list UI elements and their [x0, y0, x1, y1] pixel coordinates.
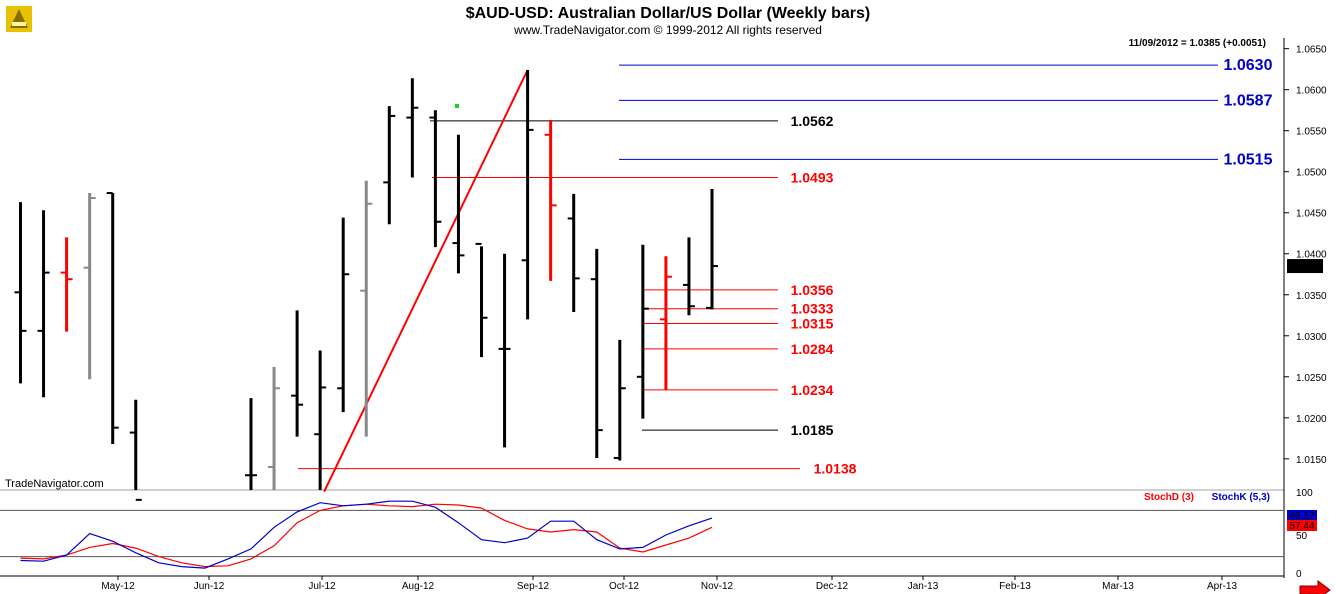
ohlc-bar [37, 210, 50, 398]
x-tick-label: Jul-12 [308, 581, 336, 592]
ohlc-bar [567, 193, 580, 312]
stoch-last-label: 57.44 [1289, 521, 1314, 532]
ohlc-bar [383, 106, 396, 225]
ohlc-bar [83, 193, 96, 380]
x-tick-label: Oct-12 [609, 581, 639, 592]
y-tick-label: 1.0300 [1296, 332, 1327, 343]
x-tick-label: Feb-13 [999, 581, 1031, 592]
y-tick-label: 1.0350 [1296, 291, 1327, 302]
ohlc-bar [106, 192, 119, 445]
signal-marker [455, 104, 459, 108]
y-tick-label: 1.0400 [1296, 250, 1327, 261]
y-tick-label: 1.0550 [1296, 127, 1327, 138]
ohlc-bar [521, 69, 534, 320]
stoch-y-tick-label: 50 [1296, 531, 1308, 542]
stochd-line [20, 503, 713, 568]
stoch-last-box [1287, 510, 1317, 521]
level-label-1-0493: 1.0493 [791, 169, 834, 185]
x-tick-label: Jan-13 [908, 581, 939, 592]
ohlc-bar [337, 217, 350, 413]
ohlc-bar [706, 188, 718, 310]
level-label-1-0630: 1.0630 [1224, 57, 1273, 74]
stoch-last-label: 69.17 [1289, 511, 1314, 522]
ohlc-bar [544, 120, 557, 281]
ohlc-bar [14, 202, 27, 384]
y-tick-label: 1.0150 [1296, 455, 1327, 466]
y-tick-label: 1.0650 [1296, 45, 1327, 56]
stochk-line [20, 500, 713, 569]
ohlc-bar [682, 237, 695, 316]
y-tick-label: 1.0450 [1296, 209, 1327, 220]
chart-title: $AUD-USD: Australian Dollar/US Dollar (W… [466, 5, 871, 22]
ohlc-bar [590, 248, 603, 459]
level-label-1-0234: 1.0234 [791, 382, 834, 398]
level-label-1-0356: 1.0356 [791, 282, 834, 298]
level-label-1-0185: 1.0185 [791, 422, 834, 438]
x-tick-label: Nov-12 [701, 581, 734, 592]
level-label-1-0515: 1.0515 [1224, 151, 1273, 168]
ohlc-bar [314, 350, 327, 490]
chart-subtitle: www.TradeNavigator.com © 1999-2012 All r… [513, 23, 822, 37]
x-tick-label: Dec-12 [816, 581, 849, 592]
level-label-1-0333: 1.0333 [791, 301, 834, 317]
ohlc-bar [475, 242, 488, 358]
y-tick-label: 1.0600 [1296, 86, 1327, 97]
axes: 1.06501.06001.05501.05001.04501.04001.03… [101, 45, 1327, 592]
last-price-box [1287, 259, 1323, 274]
trade-navigator-logo-icon [6, 6, 32, 32]
ohlc-bar [659, 256, 672, 390]
level-label-1-0562: 1.0562 [791, 113, 834, 129]
level-label-1-0587: 1.0587 [1224, 92, 1273, 109]
last-price-label: 1.0385 [1290, 262, 1321, 273]
stoch-y-tick-label: 100 [1296, 488, 1313, 499]
ohlc-bar [129, 399, 142, 501]
x-tick-label: Sep-12 [517, 581, 550, 592]
scroll-right-arrow-icon[interactable] [1299, 580, 1331, 594]
ohlc-bar [452, 134, 465, 274]
ohlc-bar [429, 110, 442, 248]
y-tick-label: 1.0200 [1296, 414, 1327, 425]
x-tick-label: Mar-13 [1102, 581, 1134, 592]
legend-stochk: StochK (5,3) [1212, 492, 1270, 503]
ohlc-bar [360, 180, 373, 437]
ohlc-bar [268, 366, 281, 490]
legend-stochd: StochD (3) [1144, 492, 1194, 503]
brand-watermark: TradeNavigator.com [5, 478, 104, 490]
y-tick-label: 1.0500 [1296, 168, 1327, 179]
ohlc-bar [498, 253, 511, 448]
ohlc-bar [60, 237, 73, 332]
ohlc-bar [636, 244, 649, 419]
stochastic-pane [0, 500, 1284, 569]
x-tick-label: May-12 [101, 581, 135, 592]
ohlc-bar [406, 78, 419, 178]
trend-line [323, 69, 529, 493]
level-label-1-0138: 1.0138 [814, 461, 857, 477]
last-price-info: 11/09/2012 = 1.0385 (+0.0051) [1129, 38, 1266, 49]
stoch-last-box [1287, 520, 1317, 531]
x-tick-label: Aug-12 [402, 581, 435, 592]
ohlc-bar [613, 339, 626, 461]
level-label-1-0284: 1.0284 [791, 341, 834, 357]
ohlc-bar [245, 398, 257, 490]
x-tick-label: Jun-12 [194, 581, 225, 592]
level-label-1-0315: 1.0315 [791, 315, 834, 331]
y-tick-label: 1.0250 [1296, 373, 1327, 384]
price-pane: 1.0630 1.0587 1.0515 1.0562 1.0493 1.0356 1.03… [14, 57, 1273, 501]
stoch-y-tick-label: 0 [1296, 569, 1302, 580]
x-tick-label: Apr-13 [1207, 581, 1237, 592]
ohlc-bar [291, 310, 304, 437]
